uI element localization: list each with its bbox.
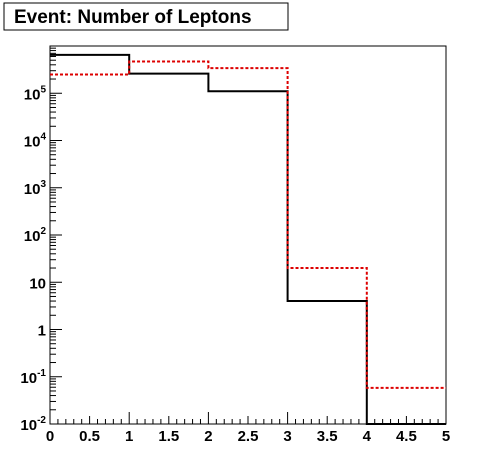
x-tick-label: 5 — [442, 428, 450, 445]
y-tick-label: 10-1 — [20, 368, 46, 387]
x-axis: 0 0.5 1 1.5 2 2.5 3 3.5 4 4.5 5 — [46, 412, 450, 445]
y-tick-label: 102 — [24, 226, 47, 245]
x-tick-label: 1.5 — [158, 428, 179, 445]
x-tick-label: 0.5 — [79, 428, 100, 445]
series-group — [50, 53, 446, 425]
title-box — [3, 2, 289, 31]
y-tick-label: 105 — [24, 84, 47, 103]
x-tick-label: 1 — [125, 428, 133, 445]
x-tick-label: 2 — [204, 428, 212, 445]
y-axis: 10-2 10-1 1 10 102 103 104 105 — [20, 47, 62, 434]
y-tick-label: 10 — [29, 275, 46, 292]
x-tick-label: 4.5 — [396, 428, 417, 445]
chart-title: Event: Number of Leptons — [14, 7, 252, 28]
y-tick-label: 104 — [24, 132, 47, 151]
x-tick-label: 3 — [283, 428, 291, 445]
y-tick-label: 103 — [24, 179, 47, 198]
x-tick-label: 3.5 — [317, 428, 338, 445]
series-black-solid-line — [50, 53, 446, 425]
y-tick-label: 1 — [38, 323, 46, 340]
x-tick-label: 4 — [363, 428, 372, 445]
x-tick-label: 0 — [46, 428, 54, 445]
series-red-dashed-line — [50, 60, 446, 389]
plot-frame — [49, 45, 447, 425]
x-tick-label: 2.5 — [238, 428, 259, 445]
y-tick-label: 10-2 — [20, 415, 46, 434]
